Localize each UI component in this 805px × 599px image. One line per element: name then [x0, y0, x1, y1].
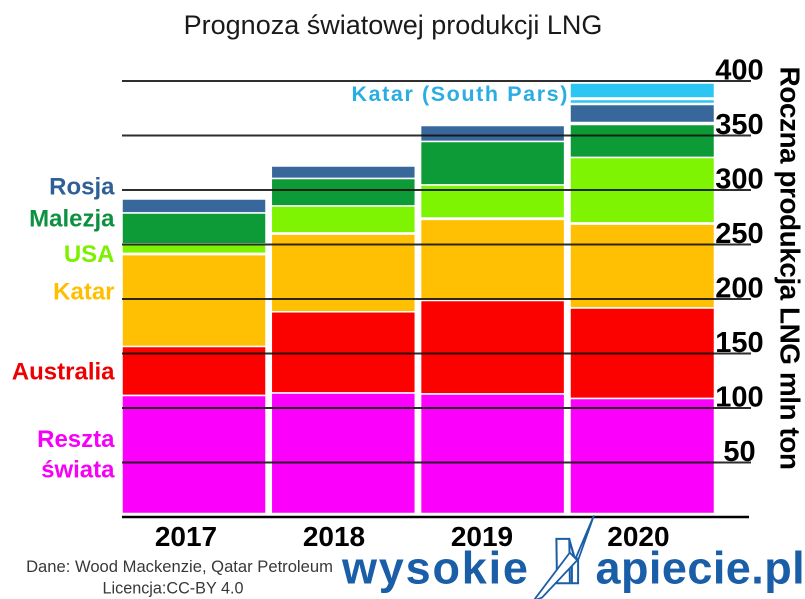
- svg-text:400: 400: [715, 55, 763, 87]
- svg-text:250: 250: [715, 218, 763, 250]
- svg-text:Katar (South Pars): Katar (South Pars): [351, 82, 569, 106]
- svg-text:Licencja:CC-BY 4.0: Licencja:CC-BY 4.0: [103, 580, 244, 598]
- svg-text:200: 200: [715, 273, 763, 305]
- svg-text:2018: 2018: [303, 521, 365, 552]
- svg-text:Australia: Australia: [12, 359, 115, 386]
- svg-text:USA: USA: [64, 241, 115, 268]
- svg-text:wysokie: wysokie: [341, 543, 530, 594]
- svg-text:Reszta: Reszta: [37, 426, 115, 453]
- svg-text:Prognoza światowej produkcji L: Prognoza światowej produkcji LNG: [184, 10, 603, 40]
- svg-text:100: 100: [715, 382, 763, 414]
- svg-text:Malezja: Malezja: [29, 206, 115, 233]
- svg-text:Rosja: Rosja: [49, 174, 115, 201]
- svg-text:300: 300: [715, 164, 763, 196]
- svg-text:apiecie.pl: apiecie.pl: [596, 543, 805, 594]
- svg-text:Dane: Wood Mackenzie, Qatar Pe: Dane: Wood Mackenzie, Qatar Petroleum: [26, 557, 333, 576]
- svg-text:150: 150: [715, 327, 763, 359]
- svg-text:Katar: Katar: [53, 279, 114, 306]
- svg-text:350: 350: [715, 109, 763, 141]
- svg-text:Roczna produkcja LNG mln ton: Roczna produkcja LNG mln ton: [775, 67, 805, 470]
- svg-text:2019: 2019: [451, 521, 513, 552]
- svg-text:2020: 2020: [607, 521, 669, 552]
- svg-text:2017: 2017: [155, 521, 217, 552]
- svg-text:50: 50: [723, 436, 755, 468]
- svg-text:świata: świata: [41, 457, 115, 484]
